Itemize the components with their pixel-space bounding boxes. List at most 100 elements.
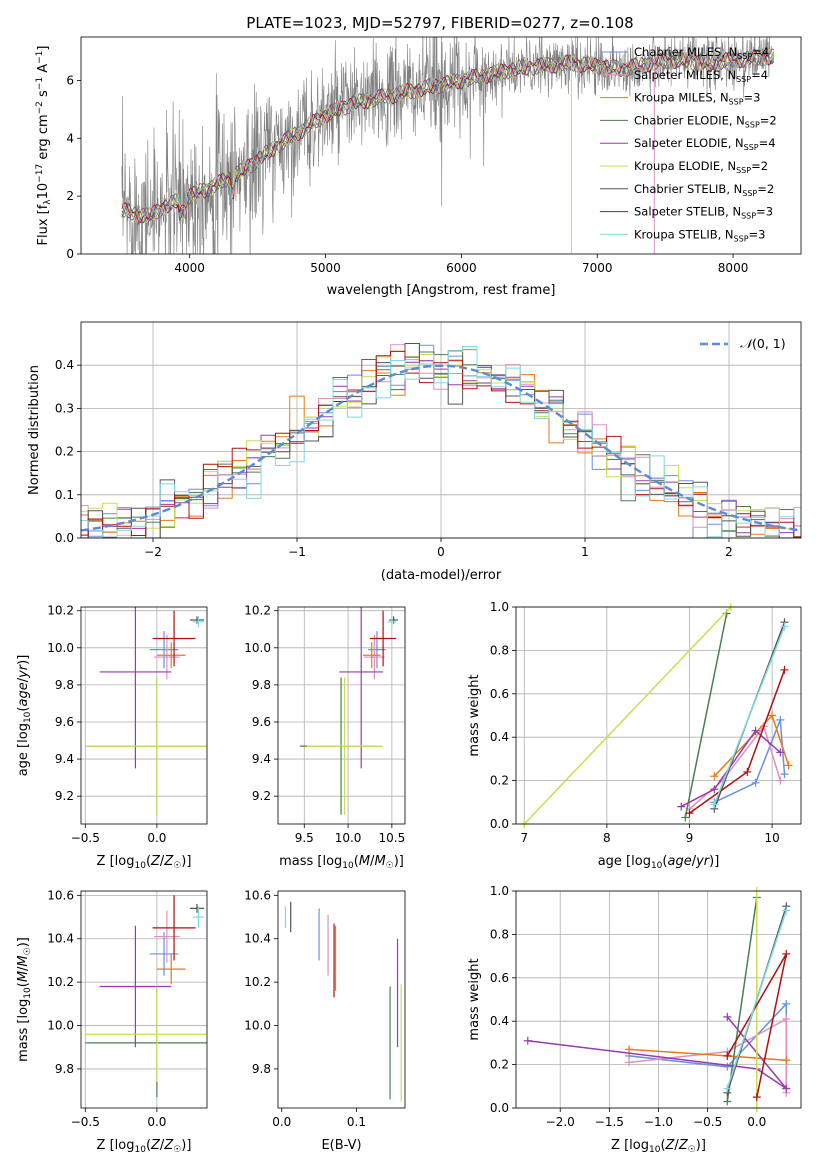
weight-marker-salpeter-stelib bbox=[743, 767, 752, 776]
x-tick-label: −2 bbox=[144, 545, 162, 559]
panel-mass-vs-z: −0.5 0.0 9.8 10.0 10.2 10.4 10.6 Z [log10(Z/Z☉)… bbox=[16, 888, 208, 1155]
axes-frame bbox=[515, 606, 802, 825]
weight-marker-chabrier-miles bbox=[723, 1062, 732, 1071]
weight-marker-kroupa-stelib bbox=[782, 906, 791, 915]
y-tick-label: 0.4 bbox=[55, 358, 74, 372]
y-axis-label: mass weight bbox=[467, 958, 482, 1040]
legend-entry-salpeter-miles: Salpeter MILES, NSSP=4 bbox=[634, 68, 768, 84]
legend-entry-kroupa-elodie: Kroupa ELODIE, NSSP=2 bbox=[634, 159, 768, 175]
weight-marker-kroupa-miles bbox=[784, 761, 793, 770]
x-tick-label: −1.5 bbox=[595, 1115, 624, 1129]
y-tick-label: 10.0 bbox=[244, 1019, 271, 1033]
y-tick-label: 10.6 bbox=[47, 888, 74, 902]
y-tick-label: 0.6 bbox=[490, 687, 509, 701]
panel-spectrum: 4000 5000 6000 7000 8000 0 2 4 6 wavelength [Angs… bbox=[35, 36, 802, 298]
weight-line-kroupa-stelib bbox=[713, 626, 786, 805]
y-tick-label: 10.4 bbox=[244, 932, 271, 946]
weight-marker-kroupa-miles bbox=[625, 1045, 634, 1054]
weight-marker-kroupa-miles bbox=[768, 711, 777, 720]
histogram-chabrier-miles bbox=[81, 344, 801, 538]
weight-marker-kroupa-stelib bbox=[780, 622, 789, 631]
weight-marker-salpeter-miles bbox=[776, 776, 785, 785]
weight-marker-salpeter-stelib bbox=[685, 809, 694, 818]
x-axis-label: Z [log10(Z/Z☉)] bbox=[97, 854, 192, 871]
y-tick-label: 0.4 bbox=[490, 730, 509, 744]
weight-marker-salpeter-miles bbox=[625, 1058, 634, 1067]
x-tick-label: 6000 bbox=[446, 261, 477, 275]
x-tick-label: 7000 bbox=[582, 261, 613, 275]
y-tick-label: 1.0 bbox=[490, 884, 509, 898]
panel-age-vs-mass: 9.5 10.0 10.5 9.2 9.4 9.6 9.8 10.0 10.2 mass [log… bbox=[244, 604, 406, 871]
x-axis-label: Z [log10(Z/Z☉)] bbox=[611, 1138, 706, 1155]
y-tick-label: 10.0 bbox=[47, 1019, 74, 1033]
x-tick-label: 2 bbox=[725, 545, 733, 559]
x-tick-label: 5000 bbox=[310, 261, 341, 275]
weight-marker-salpeter-elodie bbox=[776, 748, 785, 757]
weight-line-kroupa-elodie bbox=[523, 606, 732, 825]
y-tick-label: 9.2 bbox=[55, 789, 74, 803]
legend-entry-kroupa-stelib: Kroupa STELIB, NSSP=3 bbox=[634, 227, 765, 243]
panel-weight-vs-age: 7 8 9 10 0.0 0.2 0.4 0.6 0.8 1.0 age [log10(age/yr… bbox=[467, 600, 802, 871]
legend-entry-salpeter-stelib: Salpeter STELIB, NSSP=3 bbox=[634, 205, 773, 221]
x-tick-label: −1.0 bbox=[644, 1115, 673, 1129]
weight-marker-salpeter-stelib bbox=[782, 949, 791, 958]
y-tick-label: 10.0 bbox=[244, 641, 271, 655]
y-axis-label: mass [log10(M/M☉)] bbox=[16, 937, 33, 1062]
y-tick-label: 9.6 bbox=[252, 715, 271, 729]
legend-entry-chabrier-stelib: Chabrier STELIB, NSSP=2 bbox=[634, 182, 774, 198]
axes-frame bbox=[80, 890, 208, 1109]
y-tick-label: 10.6 bbox=[244, 888, 271, 902]
y-tick-label: 0.6 bbox=[490, 971, 509, 985]
weight-marker-kroupa-miles bbox=[710, 772, 719, 781]
x-tick-label: 0.0 bbox=[147, 1115, 166, 1129]
x-tick-label: 0.0 bbox=[747, 1115, 766, 1129]
panel-weight-vs-z: −2.0 −1.5 −1.0 −0.5 0.0 0.0 0.2 0.4 0.6 0.8 1.0 Z [… bbox=[467, 884, 802, 1155]
y-tick-label: 9.8 bbox=[55, 678, 74, 692]
x-tick-label: 10.0 bbox=[335, 831, 362, 845]
weight-marker-chabrier-elodie bbox=[723, 1097, 732, 1106]
y-tick-label: 9.8 bbox=[252, 1062, 271, 1076]
weight-marker-chabrier-miles bbox=[776, 715, 785, 724]
spectrum-legend: Chabrier MILES, NSSP=4 Salpeter MILES, NS… bbox=[600, 45, 777, 243]
weight-line-chabrier-elodie bbox=[684, 613, 728, 818]
y-tick-label: 9.4 bbox=[252, 752, 271, 766]
y-tick-label: 9.8 bbox=[55, 1062, 74, 1076]
y-tick-label: 0.2 bbox=[490, 1058, 509, 1072]
axes-frame bbox=[80, 321, 802, 539]
histogram-kroupa-elodie bbox=[81, 350, 801, 538]
y-tick-label: 0.0 bbox=[490, 817, 509, 831]
x-tick-label: 9.5 bbox=[295, 831, 314, 845]
weight-marker-chabrier-elodie bbox=[681, 813, 690, 822]
weight-marker-salpeter-elodie bbox=[723, 1012, 732, 1021]
y-tick-label: 10.4 bbox=[47, 932, 74, 946]
weight-line-kroupa-miles bbox=[713, 714, 790, 777]
x-tick-label: 9 bbox=[686, 831, 694, 845]
panel-age-vs-z: −0.5 0.0 9.2 9.4 9.6 9.8 10.0 10.2 Z [log10(Z/Z☉… bbox=[16, 604, 208, 871]
legend-entry-salpeter-elodie: Salpeter ELODIE, NSSP=4 bbox=[634, 136, 776, 152]
x-tick-label: 1 bbox=[581, 545, 589, 559]
x-tick-label: 0.0 bbox=[147, 831, 166, 845]
weight-marker-chabrier-miles bbox=[751, 778, 760, 787]
y-tick-label: 9.2 bbox=[252, 789, 271, 803]
weight-marker-chabrier-miles bbox=[780, 770, 789, 779]
y-tick-label: 0.8 bbox=[490, 643, 509, 657]
y-tick-label: 9.6 bbox=[55, 715, 74, 729]
weight-marker-salpeter-miles bbox=[782, 1015, 791, 1024]
legend-entry-gaussian: 𝒩(0, 1) bbox=[740, 336, 786, 351]
weight-marker-kroupa-stelib bbox=[710, 800, 719, 809]
weight-line-chabrier-elodie bbox=[726, 897, 758, 1102]
axes-frame bbox=[277, 606, 406, 825]
gaussian-curve bbox=[80, 364, 802, 532]
x-tick-label: 0.0 bbox=[272, 1115, 291, 1129]
y-tick-label: 0.3 bbox=[55, 401, 74, 415]
x-tick-label: −0.5 bbox=[693, 1115, 722, 1129]
x-tick-label: 8 bbox=[603, 831, 611, 845]
x-tick-label: 10.5 bbox=[379, 831, 406, 845]
y-tick-label: 10.2 bbox=[47, 975, 74, 989]
x-tick-label: 0 bbox=[437, 545, 445, 559]
y-axis-label: Normed distribution bbox=[27, 365, 42, 495]
x-axis-label: Z [log10(Z/Z☉)] bbox=[97, 1138, 192, 1155]
axes-frame bbox=[80, 606, 208, 825]
y-tick-label: 10.0 bbox=[47, 641, 74, 655]
